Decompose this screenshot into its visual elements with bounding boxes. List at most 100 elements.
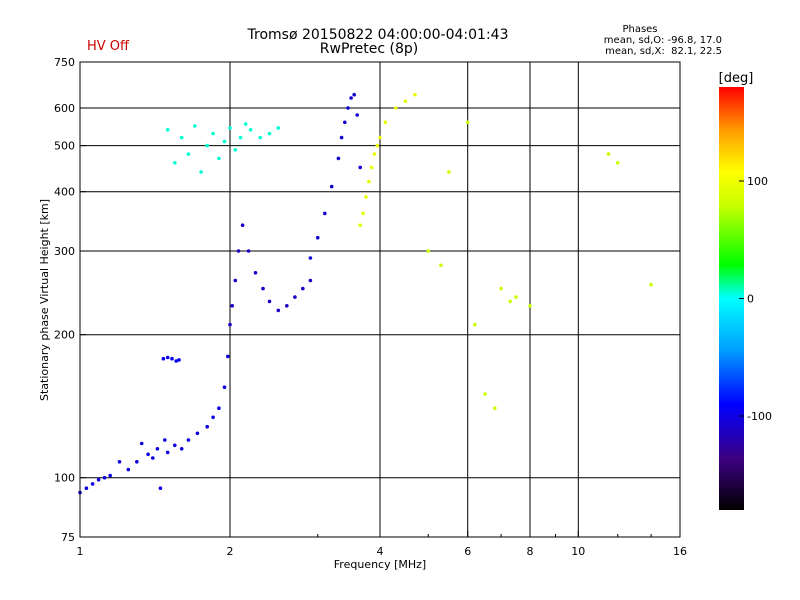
echo-point: [165, 450, 170, 455]
echo-point: [84, 486, 89, 491]
echo-point: [355, 113, 360, 117]
echo-point: [236, 249, 241, 253]
echo-point: [230, 304, 234, 308]
echo-point: [193, 124, 197, 128]
echo-point: [358, 165, 363, 170]
x-tick-label: 6: [464, 545, 471, 558]
echo-point: [199, 170, 203, 174]
echo-point: [211, 415, 215, 420]
echo-point: [248, 128, 253, 132]
echo-point: [301, 286, 305, 291]
echo-point: [323, 211, 327, 216]
echo-point: [155, 447, 160, 451]
echo-point: [179, 447, 184, 451]
echo-point: [413, 92, 417, 97]
echo-point: [243, 122, 248, 126]
echo-point: [228, 126, 232, 130]
echo-point: [258, 135, 263, 140]
echo-point: [146, 452, 150, 457]
echo-point: [226, 354, 230, 359]
echo-point: [308, 256, 313, 260]
colorbar-tick-label: 100: [747, 175, 768, 188]
echo-point: [217, 406, 221, 411]
echo-point: [383, 120, 388, 125]
echo-point: [343, 120, 347, 125]
echo-point: [372, 152, 377, 156]
echo-point: [358, 223, 363, 227]
echo-point: [211, 131, 215, 136]
y-tick-label: 750: [54, 56, 75, 69]
echo-point: [233, 148, 238, 152]
echo-point: [161, 356, 166, 361]
echo-point: [205, 143, 209, 148]
x-axis-label: Frequency [MHz]: [334, 558, 426, 571]
echo-point: [108, 473, 112, 478]
stats-o-mode: mean, sd,O: -96.8, 17.0: [604, 35, 722, 46]
echo-point: [117, 460, 122, 464]
stats-x-mode: mean, sd,X: 82.1, 22.5: [605, 46, 722, 57]
echo-point: [308, 278, 313, 283]
echo-point: [375, 143, 380, 148]
echo-point: [483, 392, 487, 396]
echo-point: [615, 161, 620, 165]
echo-point: [135, 460, 139, 464]
echo-point: [228, 322, 232, 327]
echo-point: [158, 486, 163, 491]
y-tick-label: 300: [54, 245, 75, 258]
echo-point: [267, 131, 272, 136]
echo-point: [606, 152, 611, 156]
echo-point: [90, 482, 95, 486]
echo-point: [222, 139, 227, 144]
echo-point: [514, 295, 518, 299]
echo-point: [361, 211, 365, 216]
echo-point: [222, 385, 227, 390]
colorbar-tick-label: -100: [747, 410, 772, 423]
echo-point: [346, 106, 350, 110]
echo-point: [499, 286, 503, 291]
echo-point: [378, 135, 382, 140]
echo-point: [349, 96, 353, 100]
echo-point: [205, 424, 209, 429]
y-tick-label: 75: [61, 531, 75, 544]
y-tick-label: 200: [54, 329, 75, 342]
x-tick-label: 4: [377, 545, 384, 558]
echo-point: [174, 359, 178, 363]
colorbar-label: [deg]: [719, 71, 754, 86]
stats-heading: Phases: [622, 24, 657, 35]
echo-point: [102, 475, 107, 480]
echo-point: [403, 99, 408, 104]
echo-point: [493, 406, 497, 411]
chart-subtitle: RwPretec (8p): [320, 41, 418, 57]
echo-point: [261, 286, 265, 291]
y-tick-label: 600: [54, 102, 75, 115]
echo-point: [96, 477, 101, 482]
echo-point: [339, 135, 344, 140]
colorbar-tick-label: 0: [747, 293, 754, 306]
echo-point: [177, 358, 181, 362]
echo-point: [126, 467, 131, 472]
echo-point: [233, 278, 238, 283]
echo-point: [165, 128, 170, 132]
echo-point: [285, 304, 289, 308]
echo-point: [336, 156, 341, 161]
echo-point: [426, 249, 431, 253]
echo-point: [276, 126, 281, 130]
echo-point: [151, 456, 155, 460]
y-tick-label: 500: [54, 140, 75, 153]
echo-point: [170, 356, 174, 361]
x-tick-label: 16: [673, 545, 687, 558]
echo-point: [186, 438, 191, 442]
x-tick-label: 10: [571, 545, 585, 558]
echo-point: [238, 135, 243, 140]
echo-point: [195, 431, 200, 436]
echo-point: [165, 355, 170, 360]
echo-point: [528, 304, 532, 308]
echo-point: [329, 184, 334, 189]
echo-point: [508, 299, 512, 304]
echo-point: [276, 308, 281, 313]
echo-point: [364, 195, 368, 199]
echo-point: [217, 156, 221, 161]
echo-point: [447, 170, 451, 174]
echo-point: [253, 271, 258, 275]
